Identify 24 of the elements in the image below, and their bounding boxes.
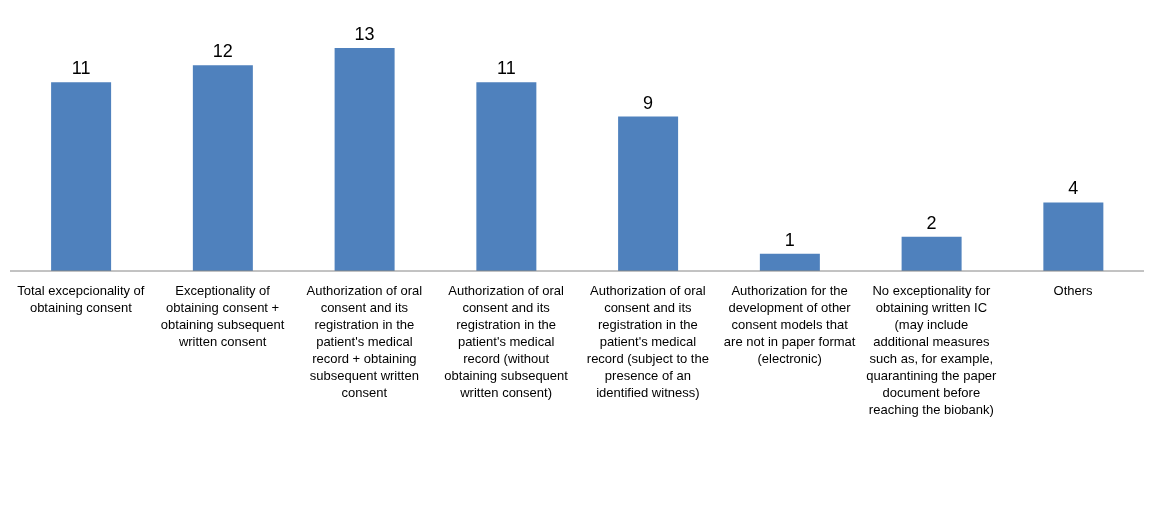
data-label: 1 <box>784 229 795 250</box>
bar <box>192 65 253 271</box>
bar <box>759 253 820 271</box>
data-label: 2 <box>926 212 937 233</box>
bar <box>901 236 962 271</box>
x-tick-label: Others <box>1053 283 1094 298</box>
data-label: 4 <box>1068 178 1079 199</box>
x-tick-label: Total excepcionality of obtaining consent <box>17 283 145 315</box>
x-tick-label: Authorization of oral consent and its registration in the patient's medical record (without obtaining subsequent written consent) <box>444 283 569 400</box>
bar <box>1043 202 1104 271</box>
x-tick-label: Authorization of oral consent and its registration in the patient's medical record + obtaining subsequent written consent <box>306 283 423 400</box>
bar <box>476 82 537 271</box>
x-tick-label: Authorization of oral consent and its registration in the patient's medical record (subject to the presence of an identified witness) <box>586 283 709 400</box>
x-tick-label: Exceptionality of obtaining consent + obtaining subsequent written consent <box>160 283 285 349</box>
bar <box>334 48 395 271</box>
x-tick-label: Authorization for the development of other consent models that are not in paper format (electronic) <box>723 283 856 366</box>
data-label: 11 <box>497 58 516 79</box>
data-label: 11 <box>71 58 91 79</box>
data-label: 9 <box>643 92 654 113</box>
data-label: 13 <box>354 24 375 44</box>
x-tick-label: No exceptionality for obtaining written IC (may include additional measures such as, for example, quarantining the paper document before reaching the biobank) <box>866 283 998 417</box>
bar <box>618 116 679 271</box>
data-label: 12 <box>212 41 233 62</box>
bar <box>51 82 112 271</box>
